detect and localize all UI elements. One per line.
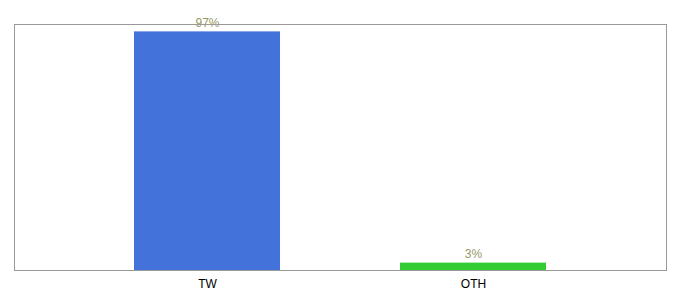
svg-text:3%: 3% — [465, 247, 483, 261]
svg-text:TW: TW — [198, 277, 217, 291]
svg-text:97%: 97% — [195, 16, 219, 30]
svg-text:OTH: OTH — [461, 277, 486, 291]
